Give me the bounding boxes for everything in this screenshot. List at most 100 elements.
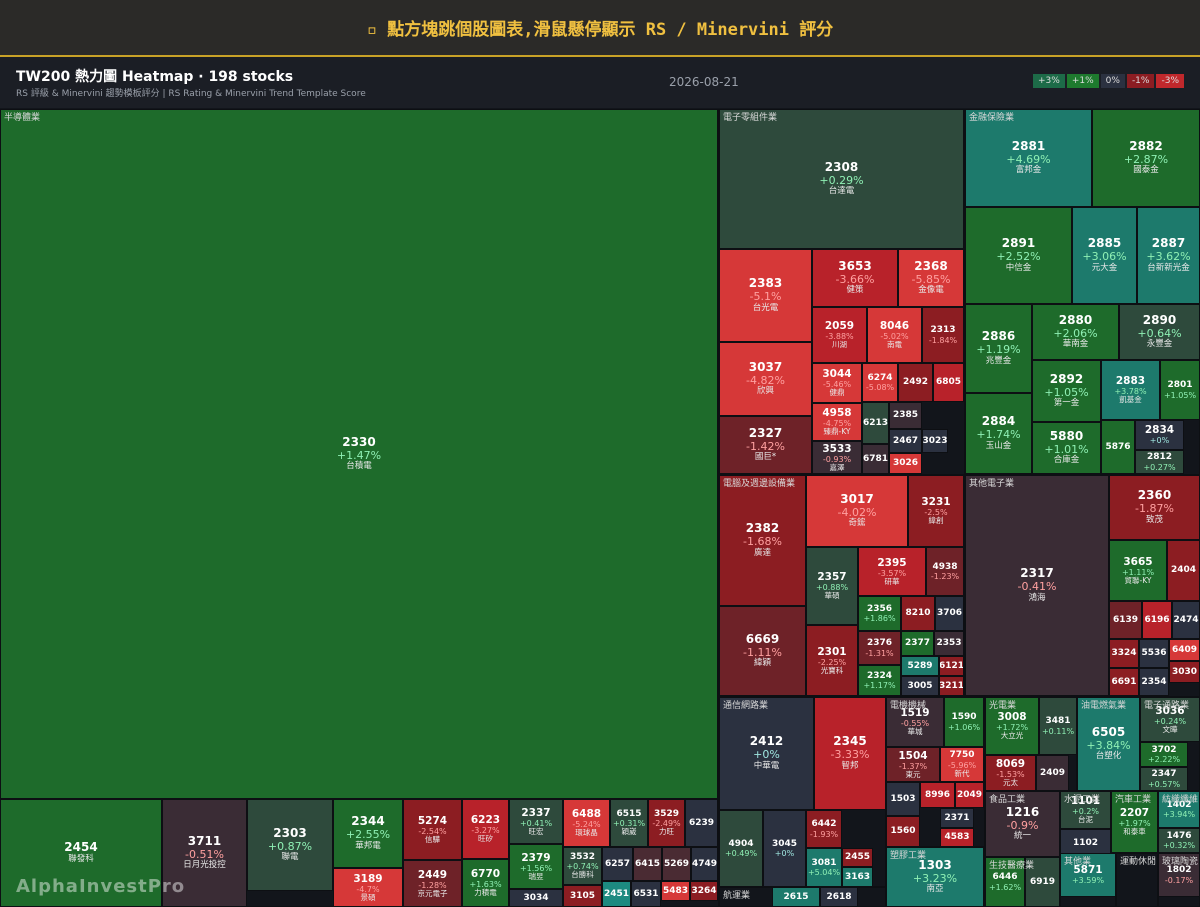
stock-tile[interactable]: 2368 -5.85% 金像電: [898, 249, 964, 307]
stock-tile[interactable]: 7750 -5.96% 新代: [940, 747, 984, 782]
stock-tile[interactable]: 6805: [933, 363, 964, 402]
stock-tile[interactable]: 6239: [685, 799, 718, 847]
stock-tile[interactable]: 4958 -4.75% 臻鼎-KY: [812, 403, 862, 441]
stock-tile[interactable]: 2337 +0.41% 旺宏: [509, 799, 563, 844]
stock-tile[interactable]: 2324 +1.17%: [858, 665, 901, 696]
stock-tile[interactable]: 2883 +3.78% 凱基金: [1101, 360, 1160, 420]
stock-tile[interactable]: 2449 -1.28% 京元電子: [403, 860, 462, 907]
stock-tile[interactable]: 3045 +0%: [763, 810, 806, 887]
stock-tile[interactable]: 2451: [602, 881, 631, 907]
stock-tile[interactable]: 2881 +4.69% 富邦金: [965, 109, 1092, 207]
stock-tile[interactable]: 6121: [939, 656, 964, 676]
stock-tile[interactable]: 3081 +5.04%: [806, 848, 842, 887]
stock-tile[interactable]: 6442 -1.93%: [806, 810, 842, 848]
stock-tile[interactable]: 6409: [1169, 639, 1200, 661]
stock-tile[interactable]: 3532 +0.74% 台勝科: [563, 847, 602, 885]
stock-tile[interactable]: 5876: [1101, 420, 1135, 474]
stock-tile[interactable]: 6139: [1109, 601, 1142, 639]
stock-tile[interactable]: 2382 -1.68% 廣達: [719, 475, 806, 606]
stock-tile[interactable]: 8210: [901, 596, 935, 631]
stock-tile[interactable]: 1303 +3.23% 南亞: [886, 847, 984, 907]
stock-tile[interactable]: 2455: [842, 848, 873, 867]
stock-tile[interactable]: 2618: [820, 887, 858, 907]
stock-tile[interactable]: 2344 +2.55% 華邦電: [333, 799, 403, 868]
stock-tile[interactable]: 1504 -1.37% 東元: [886, 747, 940, 782]
stock-tile[interactable]: 3030: [1169, 661, 1200, 683]
stock-tile[interactable]: 3037 -4.82% 欣興: [719, 342, 812, 416]
stock-tile[interactable]: 1216 -0.9% 統一: [985, 791, 1060, 857]
stock-tile[interactable]: 6274 -5.08%: [862, 363, 898, 402]
stock-tile[interactable]: 2371: [940, 808, 974, 828]
stock-tile[interactable]: 2327 -1.42% 國巨*: [719, 416, 812, 474]
stock-tile[interactable]: 2301 -2.25% 光寶科: [806, 625, 858, 696]
stock-tile[interactable]: 3653 -3.66% 健策: [812, 249, 898, 307]
stock-tile[interactable]: 3702 +2.22%: [1140, 742, 1188, 767]
stock-tile[interactable]: 3211: [939, 676, 964, 696]
stock-tile[interactable]: 2385: [889, 402, 922, 429]
stock-tile[interactable]: 2049: [955, 782, 984, 808]
stock-tile[interactable]: 2353: [934, 631, 964, 656]
stock-tile[interactable]: 3105: [563, 885, 602, 907]
stock-tile[interactable]: 3036 +0.24% 文曄: [1140, 697, 1200, 742]
stock-tile[interactable]: 3005: [901, 676, 939, 696]
stock-tile[interactable]: 1590 +1.06%: [944, 697, 984, 747]
stock-tile[interactable]: 1560: [886, 816, 920, 847]
stock-tile[interactable]: 5483: [661, 881, 690, 901]
stock-tile[interactable]: 2882 +2.87% 國泰金: [1092, 109, 1200, 207]
stock-tile[interactable]: 6669 -1.11% 緯穎: [719, 606, 806, 696]
stock-tile[interactable]: 2345 -3.33% 智邦: [814, 697, 886, 810]
stock-tile[interactable]: 2059 -3.88% 川湖: [812, 307, 867, 363]
stock-tile[interactable]: 6515 +0.31% 穎崴: [610, 799, 648, 847]
stock-tile[interactable]: 2308 +0.29% 台達電: [719, 109, 964, 249]
stock-tile[interactable]: 3044 -5.46% 健鼎: [812, 363, 862, 403]
stock-tile[interactable]: 6919: [1025, 857, 1060, 907]
stock-tile[interactable]: 2412 +0% 中華電: [719, 697, 814, 810]
stock-tile[interactable]: 3189 -4.7% 景碩: [333, 868, 403, 907]
stock-tile[interactable]: 2467: [889, 429, 922, 453]
stock-tile[interactable]: 2834 +0%: [1135, 420, 1184, 450]
stock-tile[interactable]: 1476 +0.32%: [1158, 828, 1200, 853]
stock-tile[interactable]: 6781: [862, 444, 889, 474]
stock-tile[interactable]: 2313 -1.84%: [922, 307, 964, 363]
stock-tile[interactable]: 2354: [1139, 668, 1169, 696]
stock-tile[interactable]: 2404: [1167, 540, 1200, 601]
stock-tile[interactable]: 2383 -5.1% 台光電: [719, 249, 812, 342]
stock-tile[interactable]: 1519 -0.55% 華城: [886, 697, 944, 747]
stock-tile[interactable]: 3711 -0.51% 日月光投控: [162, 799, 247, 907]
stock-tile[interactable]: 6691: [1109, 668, 1139, 696]
stock-tile[interactable]: 6770 +1.63% 力積電: [462, 859, 509, 907]
stock-tile[interactable]: 3665 +1.11% 貿聯-KY: [1109, 540, 1167, 601]
stock-tile[interactable]: 2474: [1172, 601, 1200, 639]
stock-tile[interactable]: 5536: [1139, 639, 1169, 668]
stock-tile[interactable]: 5274 -2.54% 信驊: [403, 799, 462, 860]
stock-tile[interactable]: 2356 +1.86%: [858, 596, 901, 631]
stock-tile[interactable]: 3706: [935, 596, 964, 631]
stock-tile[interactable]: 2892 +1.05% 第一金: [1032, 360, 1101, 422]
stock-tile[interactable]: 2357 +0.88% 華碩: [806, 547, 858, 625]
stock-tile[interactable]: 2454 聯發科: [0, 799, 162, 907]
stock-tile[interactable]: 3264: [690, 881, 718, 901]
stock-tile[interactable]: 1101 +0.2% 台泥: [1060, 791, 1111, 829]
stock-tile[interactable]: 1102: [1060, 829, 1111, 857]
stock-tile[interactable]: 8046 -5.02% 南電: [867, 307, 922, 363]
stock-tile[interactable]: 6488 -5.24% 環球晶: [563, 799, 610, 847]
stock-tile[interactable]: 2379 +1.56% 瑞昱: [509, 844, 563, 889]
stock-tile[interactable]: 3529 -2.49% 力旺: [648, 799, 685, 847]
stock-tile[interactable]: 5269: [662, 847, 691, 881]
stock-tile[interactable]: 2886 +1.19% 兆豐金: [965, 304, 1032, 393]
stock-tile[interactable]: 2885 +3.06% 元大金: [1072, 207, 1137, 304]
stock-tile[interactable]: 3481 +0.11%: [1039, 697, 1077, 755]
stock-tile[interactable]: 3533 -0.93% 嘉澤: [812, 441, 862, 474]
stock-tile[interactable]: 3023: [922, 429, 948, 453]
stock-tile[interactable]: 2891 +2.52% 中信金: [965, 207, 1072, 304]
stock-tile[interactable]: 8996: [920, 782, 955, 808]
stock-tile[interactable]: 5289: [901, 656, 939, 676]
stock-tile[interactable]: 1503: [886, 782, 920, 816]
stock-tile[interactable]: 3324: [1109, 639, 1139, 668]
stock-tile[interactable]: 6415: [633, 847, 662, 881]
stock-tile[interactable]: 6446 +1.62%: [985, 857, 1025, 907]
stock-tile[interactable]: 6257: [602, 847, 633, 881]
stock-tile[interactable]: 6196: [1142, 601, 1172, 639]
stock-tile[interactable]: 2376 -1.31%: [858, 631, 901, 665]
stock-tile[interactable]: 3017 -4.02% 奇鋐: [806, 475, 908, 547]
